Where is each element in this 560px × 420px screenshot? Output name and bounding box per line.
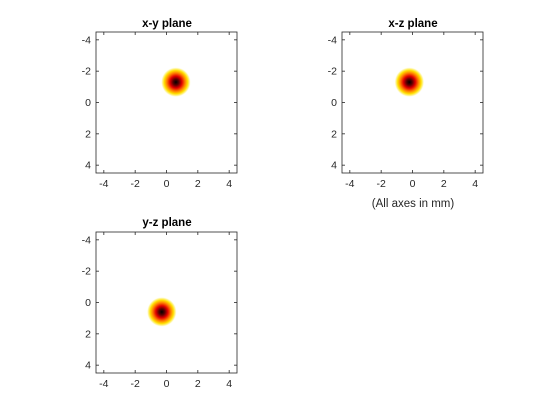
x-tick-label: 0: [410, 178, 416, 190]
axes-box-xz: [341, 31, 484, 174]
x-tick-label: 2: [195, 178, 201, 190]
heatmap-peak-yz: [146, 296, 177, 327]
y-tick-label: 0: [331, 97, 337, 109]
y-tick-label: -2: [82, 66, 91, 78]
x-tick-label: -2: [130, 378, 139, 390]
title-xy: x-y plane: [142, 18, 192, 30]
y-tick-label: 2: [85, 128, 91, 140]
x-tick-label: -4: [345, 178, 354, 190]
y-tick-label: -4: [82, 34, 91, 46]
axes-box-xy: [95, 31, 238, 174]
y-tick-label: -2: [82, 266, 91, 278]
ticks-yz: -4 -2 0 2 4 -4 -2 0 2 4: [82, 232, 237, 390]
x-tick-label: 0: [164, 178, 170, 190]
x-tick-label: -2: [376, 178, 385, 190]
y-tick-label: 2: [85, 328, 91, 340]
y-tick-label: -4: [328, 34, 337, 46]
x-tick-label: 2: [441, 178, 447, 190]
y-tick-label: 4: [85, 360, 91, 372]
x-tick-label: 4: [472, 178, 478, 190]
y-tick-label: 2: [331, 128, 337, 140]
x-tick-label: 4: [226, 378, 232, 390]
x-tick-label: -4: [99, 178, 108, 190]
subplot-yz: y-z plane -4 -2 0 2 4 -4 -2 0 2 4: [82, 217, 238, 390]
ticks-xz: -4 -2 0 2 4 -4 -2 0 2 4: [328, 32, 483, 190]
x-tick-label: 0: [164, 378, 170, 390]
y-tick-label: 0: [85, 97, 91, 109]
heatmap-peak-xy: [160, 67, 191, 98]
title-xz: x-z plane: [388, 18, 437, 30]
heatmap-xy: [160, 67, 191, 98]
y-tick-label: 4: [331, 160, 337, 172]
x-tick-label: -2: [130, 178, 139, 190]
heatmap-xz: [394, 67, 425, 98]
x-tick-label: 2: [195, 378, 201, 390]
title-yz: y-z plane: [142, 217, 191, 229]
x-tick-label: -4: [99, 378, 108, 390]
subplot-xy: x-y plane -4 -2 0 2 4 -4 -2 0 2 4: [82, 18, 238, 190]
y-tick-label: -2: [328, 66, 337, 78]
x-tick-label: 4: [226, 178, 232, 190]
subplot-xz: x-z plane -4 -2 0 2 4 -4 -2 0 2 4: [328, 18, 484, 190]
heatmap-peak-xz: [394, 67, 425, 98]
y-tick-label: 0: [85, 297, 91, 309]
heatmap-yz: [146, 296, 177, 327]
y-tick-label: 4: [85, 160, 91, 172]
ticks-xy: -4 -2 0 2 4 -4 -2 0 2 4: [82, 32, 237, 190]
axes-unit-note: (All axes in mm): [372, 198, 455, 210]
y-tick-label: -4: [82, 234, 91, 246]
